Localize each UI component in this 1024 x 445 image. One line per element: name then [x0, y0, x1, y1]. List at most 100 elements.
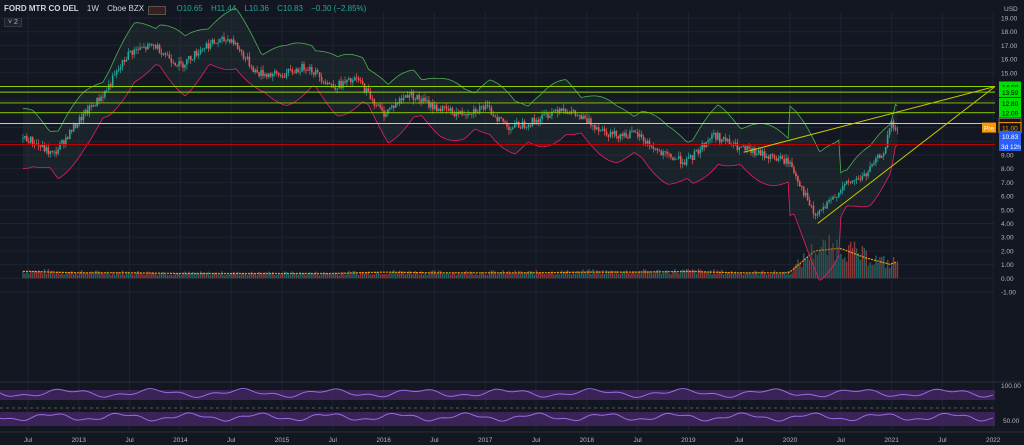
volume-bar — [303, 272, 305, 279]
volume-bar — [596, 270, 598, 279]
volume-bar — [760, 271, 762, 279]
symbol-name[interactable]: FORD MTR CO DEL — [4, 4, 79, 13]
candle-body — [53, 151, 55, 153]
volume-bar — [654, 271, 657, 279]
flag-icon[interactable] — [148, 6, 166, 15]
candle-body — [402, 97, 405, 101]
candle-body — [615, 131, 618, 137]
volume-bar — [414, 270, 417, 279]
candle-body — [447, 109, 450, 111]
candle-body — [623, 132, 625, 137]
volume-bar — [404, 274, 407, 279]
volume-bar — [182, 272, 184, 279]
candle-body — [814, 213, 817, 216]
candle-body — [285, 73, 288, 78]
candle-body — [303, 63, 305, 70]
volume-bar — [151, 272, 153, 279]
volume-bar — [402, 272, 405, 279]
candle-body — [445, 106, 448, 110]
volume-bar — [406, 272, 409, 279]
volume-bar — [125, 271, 128, 279]
volume-bar — [482, 273, 485, 279]
candle-body — [22, 137, 24, 139]
candle-body — [189, 56, 192, 61]
candle-body — [871, 164, 873, 167]
candle-body — [746, 146, 748, 150]
candle-body — [738, 147, 741, 151]
x-tick-label: Jul — [735, 437, 744, 444]
volume-bar — [740, 271, 743, 279]
volume-bar — [434, 270, 436, 279]
volume-bar — [299, 271, 301, 279]
candle-body — [500, 117, 502, 119]
candle-body — [123, 60, 126, 62]
candle-body — [352, 80, 354, 83]
x-tick-label: Jul — [430, 437, 439, 444]
candle-body — [371, 99, 374, 100]
candle-body — [812, 205, 815, 214]
volume-bar — [502, 270, 504, 279]
candle-body — [422, 97, 424, 102]
volume-bar — [116, 272, 118, 279]
candle-body — [535, 119, 538, 123]
candle-body — [311, 67, 313, 73]
volume-bar — [223, 275, 225, 279]
volume-bar — [424, 272, 426, 279]
volume-bar — [869, 262, 871, 279]
wedge-upper-line — [743, 86, 996, 153]
candle-body — [191, 59, 194, 61]
candle-body — [168, 54, 171, 59]
candle-body — [494, 116, 497, 118]
volume-bar — [260, 273, 262, 279]
candle-body — [201, 49, 204, 51]
candle-body — [523, 121, 526, 128]
volume-bar — [387, 274, 389, 279]
candle-body — [636, 132, 639, 137]
candle-body — [432, 103, 434, 110]
candle-body — [158, 44, 161, 54]
x-tick-label: 2014 — [173, 437, 188, 444]
candle-body — [61, 140, 63, 144]
candle-body — [328, 82, 331, 85]
candle-body — [798, 181, 801, 187]
volume-bar — [86, 272, 89, 279]
candle-body — [150, 44, 153, 46]
candle-body — [80, 116, 83, 121]
candle-body — [219, 38, 221, 43]
volume-bar — [518, 270, 520, 279]
candle-body — [437, 108, 440, 112]
volume-bar — [147, 271, 149, 279]
volume-bar — [252, 273, 255, 279]
volume-bar — [586, 270, 588, 279]
volume-bar — [883, 256, 885, 279]
candle-body — [781, 156, 784, 160]
volume-bar — [213, 272, 216, 279]
volume-bar — [114, 274, 116, 279]
volume-bar — [561, 270, 563, 279]
candle-body — [106, 89, 108, 91]
volume-bar — [59, 273, 61, 279]
candle-body — [676, 158, 678, 160]
volume-bar — [572, 271, 575, 279]
candle-body — [404, 95, 407, 98]
volume-bar — [71, 271, 73, 279]
candle-body — [149, 44, 151, 45]
candle-body — [199, 49, 202, 54]
candle-body — [820, 209, 823, 211]
volume-bar — [410, 273, 413, 279]
volume-bar — [110, 274, 112, 279]
candle-body — [209, 43, 212, 49]
candle-body — [426, 100, 428, 102]
interval-label[interactable]: 1W — [86, 4, 99, 13]
candle-body — [410, 91, 413, 95]
level-tag-label: 13.59 — [1002, 90, 1019, 97]
candle-body — [451, 108, 454, 114]
volume-bar — [266, 274, 268, 279]
candle-body — [816, 214, 819, 216]
y-tick-label: 19.00 — [1001, 16, 1018, 23]
candle-body — [728, 139, 731, 145]
candle-body — [857, 178, 860, 180]
volume-bar — [766, 274, 768, 279]
candle-body — [244, 58, 247, 60]
